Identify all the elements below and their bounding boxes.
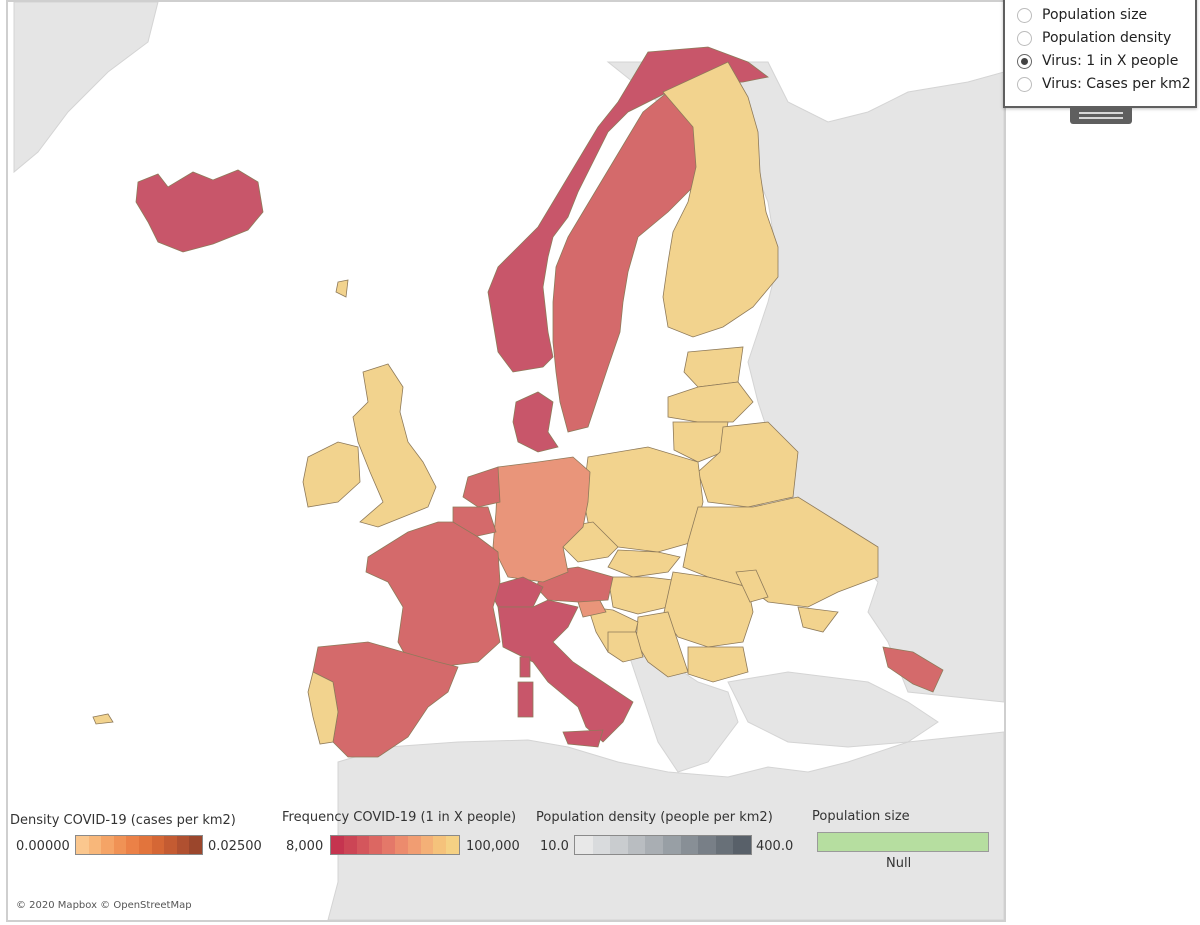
radio-label-population-size: Population size bbox=[1042, 7, 1148, 23]
country-poland bbox=[582, 446, 704, 553]
density-swatch-5 bbox=[138, 836, 152, 854]
country-bulgaria bbox=[687, 646, 749, 683]
country-denmark bbox=[512, 391, 559, 453]
density-swatch-6 bbox=[151, 836, 165, 854]
radio-button-population-density[interactable] bbox=[1017, 30, 1032, 46]
population-density-color-ramp bbox=[574, 835, 752, 855]
population-density-legend-title: Population density (people per km2) bbox=[536, 810, 773, 825]
density-color-ramp bbox=[75, 835, 203, 855]
radio-label-virus-cases-per-km2: Virus: Cases per km2 bbox=[1042, 76, 1191, 92]
country-canary bbox=[92, 713, 114, 725]
radio-button-population-size[interactable] bbox=[1017, 7, 1032, 23]
north-africa-landmass bbox=[327, 731, 1004, 920]
density-legend-max: 0.02500 bbox=[208, 839, 262, 854]
density-swatch-2 bbox=[101, 836, 114, 854]
population-density-swatch-0 bbox=[575, 836, 593, 854]
density-swatch-1 bbox=[88, 836, 102, 854]
country-estonia bbox=[683, 346, 744, 388]
country-georgia bbox=[882, 646, 944, 693]
radio-label-population-density: Population density bbox=[1042, 30, 1172, 46]
country-lithuania bbox=[672, 421, 729, 463]
radio-button-virus-1-in-x[interactable] bbox=[1017, 53, 1032, 69]
frequency-swatch-7 bbox=[420, 836, 434, 854]
population-size-null-label: Null bbox=[886, 856, 912, 871]
population-density-swatch-4 bbox=[645, 836, 663, 854]
frequency-swatch-3 bbox=[369, 836, 383, 854]
country-france bbox=[365, 521, 501, 668]
country-italy bbox=[497, 599, 634, 743]
radio-population-density[interactable]: Population density bbox=[1017, 27, 1171, 49]
population-size-legend-title: Population size bbox=[812, 809, 910, 824]
population-density-swatch-3 bbox=[627, 836, 646, 854]
map-canvas[interactable]: © 2020 Mapbox © OpenStreetMap bbox=[6, 0, 1006, 922]
radio-population-size[interactable]: Population size bbox=[1017, 4, 1147, 26]
country-finland bbox=[662, 61, 779, 338]
frequency-swatch-8 bbox=[433, 836, 447, 854]
frequency-swatch-1 bbox=[343, 836, 357, 854]
country-iceland bbox=[135, 169, 264, 253]
country-germany bbox=[492, 456, 591, 583]
radio-virus-cases-per-km2[interactable]: Virus: Cases per km2 bbox=[1017, 73, 1191, 95]
radio-virus-1-in-x[interactable]: Virus: 1 in X people bbox=[1017, 50, 1178, 72]
population-density-legend-min: 10.0 bbox=[540, 839, 569, 854]
frequency-swatch-4 bbox=[382, 836, 395, 854]
turkey-landmass bbox=[727, 671, 939, 748]
country-ireland bbox=[302, 441, 361, 508]
country-uk bbox=[352, 363, 437, 528]
density-swatch-3 bbox=[113, 836, 127, 854]
country-corsica bbox=[519, 656, 531, 678]
frequency-swatch-0 bbox=[331, 836, 344, 854]
population-density-swatch-1 bbox=[592, 836, 611, 854]
frequency-legend-max: 100,000 bbox=[466, 839, 520, 854]
country-netherlands bbox=[462, 466, 501, 508]
country-latvia bbox=[667, 381, 754, 423]
population-density-swatch-2 bbox=[610, 836, 628, 854]
population-density-swatch-9 bbox=[733, 836, 751, 854]
country-slovakia bbox=[607, 549, 681, 578]
population-density-legend-max: 400.0 bbox=[756, 839, 794, 854]
country-faroe bbox=[335, 279, 349, 298]
population-density-swatch-6 bbox=[680, 836, 699, 854]
country-sicily bbox=[562, 729, 604, 748]
radio-button-virus-cases-per-km2[interactable] bbox=[1017, 76, 1032, 92]
density-swatch-0 bbox=[76, 836, 89, 854]
frequency-legend-title: Frequency COVID-19 (1 in X people) bbox=[282, 810, 517, 825]
population-density-swatch-7 bbox=[698, 836, 716, 854]
frequency-swatch-5 bbox=[394, 836, 408, 854]
radio-label-virus-1-in-x: Virus: 1 in X people bbox=[1042, 53, 1179, 69]
panel-drag-handle[interactable] bbox=[1070, 108, 1132, 124]
balkans-landmass bbox=[627, 651, 739, 773]
frequency-swatch-2 bbox=[356, 836, 370, 854]
measure-selector: Population size Population density Virus… bbox=[1003, 0, 1197, 108]
country-portugal bbox=[307, 671, 339, 745]
country-hungary bbox=[607, 576, 674, 615]
density-legend-min: 0.00000 bbox=[16, 839, 70, 854]
population-density-swatch-8 bbox=[715, 836, 734, 854]
density-swatch-9 bbox=[189, 836, 202, 854]
density-legend-title: Density COVID-19 (cases per km2) bbox=[10, 813, 236, 828]
country-switzerland bbox=[487, 576, 544, 608]
density-swatch-4 bbox=[126, 836, 139, 854]
country-ukraine bbox=[682, 496, 879, 608]
frequency-color-ramp bbox=[330, 835, 460, 855]
frequency-swatch-9 bbox=[446, 836, 459, 854]
country-crimea bbox=[797, 606, 839, 633]
frequency-legend-min: 8,000 bbox=[286, 839, 324, 854]
country-moldova bbox=[735, 569, 769, 603]
country-bosnia bbox=[607, 631, 644, 663]
population-density-swatch-5 bbox=[662, 836, 681, 854]
density-swatch-7 bbox=[164, 836, 177, 854]
country-sardinia bbox=[517, 681, 534, 718]
country-sweden bbox=[552, 91, 699, 433]
map-attribution: © 2020 Mapbox © OpenStreetMap bbox=[16, 900, 192, 911]
europe-map[interactable] bbox=[8, 2, 1004, 920]
greenland-edge bbox=[13, 2, 159, 174]
frequency-swatch-6 bbox=[407, 836, 421, 854]
density-swatch-8 bbox=[176, 836, 190, 854]
population-size-swatch bbox=[817, 832, 989, 852]
